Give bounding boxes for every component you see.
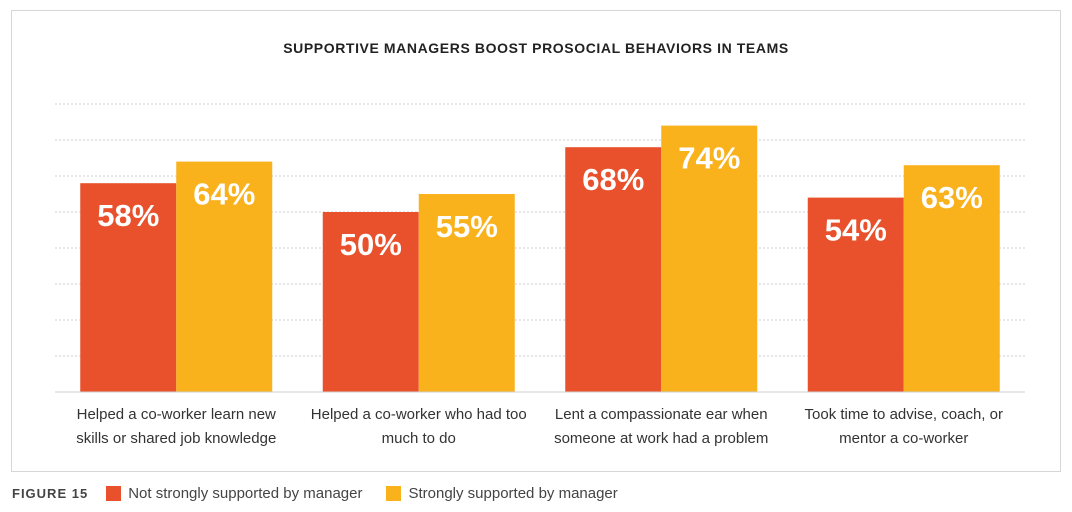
bar-value-label: 64%	[193, 177, 255, 212]
bar-supported-3	[661, 125, 758, 392]
bar-value-label: 74%	[678, 141, 740, 176]
bar-value-label: 54%	[825, 213, 887, 248]
legend-item-not-supported: Not strongly supported by manager	[106, 485, 362, 502]
bar-value-label: 55%	[436, 209, 498, 244]
bar-not-supported-1	[80, 183, 177, 392]
legend-item-supported: Strongly supported by manager	[386, 484, 618, 502]
bar-supported-2	[418, 194, 515, 392]
bar-value-label: 58%	[97, 198, 159, 233]
category-label-2: Helped a co-worker who had too much to d…	[310, 406, 527, 447]
legend-label-supported: Strongly supported by manager	[408, 484, 618, 502]
category-label-1: Helped a co-worker learn new skills or s…	[76, 406, 277, 447]
bar-not-supported-4	[807, 197, 904, 392]
bar-value-label: 63%	[921, 180, 983, 215]
bar-not-supported-2	[322, 212, 419, 392]
category-label-4: Took time to advise, coach, or mentor a …	[804, 406, 1003, 447]
legend-swatch-supported	[386, 485, 402, 501]
bar-supported-1	[176, 161, 273, 392]
chart-footer: FIGURE 15 Not strongly supported by mana…	[12, 480, 642, 506]
legend-label-not-supported: Not strongly supported by manager	[128, 484, 363, 502]
figure-label: FIGURE 15	[12, 485, 89, 501]
chart-title: SUPPORTIVE MANAGERS BOOST PROSOCIAL BEHA…	[283, 40, 789, 56]
category-label-3: Lent a compassionate ear when someone at…	[554, 406, 769, 447]
bar-not-supported-3	[565, 147, 662, 392]
bar-supported-4	[903, 165, 1000, 392]
bar-value-label: 68%	[582, 162, 644, 197]
bar-value-label: 50%	[340, 227, 402, 262]
legend-swatch-not-supported	[106, 485, 122, 501]
